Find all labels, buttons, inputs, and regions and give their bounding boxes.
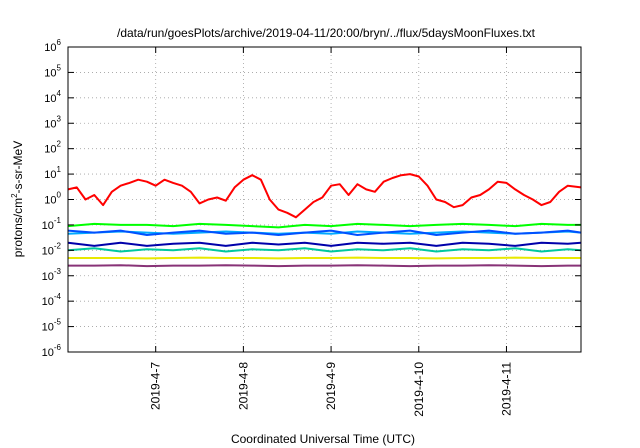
y-tick-label: 10-5: [42, 318, 62, 334]
series-line: [68, 264, 581, 268]
y-tick-label-exp: 0: [57, 191, 62, 200]
y-tick-label-base: 10: [44, 169, 56, 181]
y-tick-label-exp: -5: [54, 318, 62, 327]
series-line: [67, 222, 581, 229]
x-tick-label: 2019-4-11: [499, 362, 513, 416]
y-tick-label: 10-4: [42, 292, 62, 308]
y-tick-label: 10-2: [42, 241, 62, 257]
y-tick-label-exp: -2: [54, 241, 62, 250]
series-line: [67, 241, 582, 247]
y-axis-ticks: 10-610-510-410-310-210-11001011021031041…: [42, 38, 581, 359]
series-group: [67, 173, 582, 268]
x-tick-label: 2019-4-10: [412, 362, 426, 417]
y-tick-label-exp: 1: [57, 165, 62, 174]
y-axis-label: protons/cm2-s-sr-MeV: [10, 141, 25, 257]
y-axis-label-rest: -s-sr-MeV: [11, 141, 25, 194]
y-axis-label-sup: 2: [10, 193, 19, 198]
y-tick-label-exp: 5: [57, 63, 62, 72]
y-tick-label-base: 10: [44, 195, 56, 207]
y-tick-label-exp: 6: [57, 38, 62, 47]
y-tick-label-base: 10: [42, 220, 54, 232]
y-tick-label-base: 10: [44, 67, 56, 79]
y-tick-label-exp: -4: [54, 292, 62, 301]
y-tick-label: 10-6: [42, 343, 62, 359]
x-tick-label: 2019-4-9: [324, 362, 338, 410]
y-tick-label-base: 10: [44, 118, 56, 130]
y-tick-label-base: 10: [42, 347, 54, 359]
y-tick-label-exp: 2: [57, 140, 62, 149]
x-axis-ticks: 2019-4-7 2019-4-8 2019-4-9 2019-4-10 2019-4-…: [149, 47, 513, 417]
y-tick-label-base: 10: [42, 245, 54, 257]
y-tick-label: 106: [44, 38, 61, 54]
series-line: [67, 173, 582, 219]
y-tick-label-base: 10: [42, 271, 54, 283]
y-tick-label-exp: 4: [57, 89, 62, 98]
y-tick-label: 10-1: [42, 216, 62, 232]
y-tick-label-base: 10: [44, 42, 56, 54]
series-line: [68, 256, 581, 260]
y-tick-label-base: 10: [42, 322, 54, 334]
y-axis-label-base: protons/cm: [11, 198, 25, 257]
y-tick-label: 101: [44, 165, 61, 181]
x-tick-label: 2019-4-7: [149, 362, 163, 410]
y-tick-label: 102: [44, 140, 61, 156]
y-tick-label: 10-3: [42, 267, 62, 283]
y-tick-label-exp: -3: [54, 267, 62, 276]
x-tick-label: 2019-4-8: [236, 362, 250, 410]
series-line: [67, 247, 582, 253]
y-tick-label-base: 10: [44, 93, 56, 105]
y-tick-label: 100: [44, 191, 61, 207]
grid-lines: [68, 47, 581, 352]
y-tick-label-base: 10: [44, 144, 56, 156]
y-tick-label-exp: -1: [54, 216, 62, 225]
y-tick-label-exp: 3: [57, 114, 62, 123]
y-tick-label-exp: -6: [54, 343, 62, 352]
y-tick-label: 105: [44, 63, 61, 79]
y-tick-label: 104: [44, 89, 61, 105]
y-tick-label-base: 10: [42, 296, 54, 308]
y-tick-label: 103: [44, 114, 61, 130]
x-axis-label: Coordinated Universal Time (UTC): [231, 432, 415, 446]
chart-title: /data/run/goesPlots/archive/2019-04-11/2…: [117, 26, 536, 40]
series-line: [67, 229, 582, 236]
